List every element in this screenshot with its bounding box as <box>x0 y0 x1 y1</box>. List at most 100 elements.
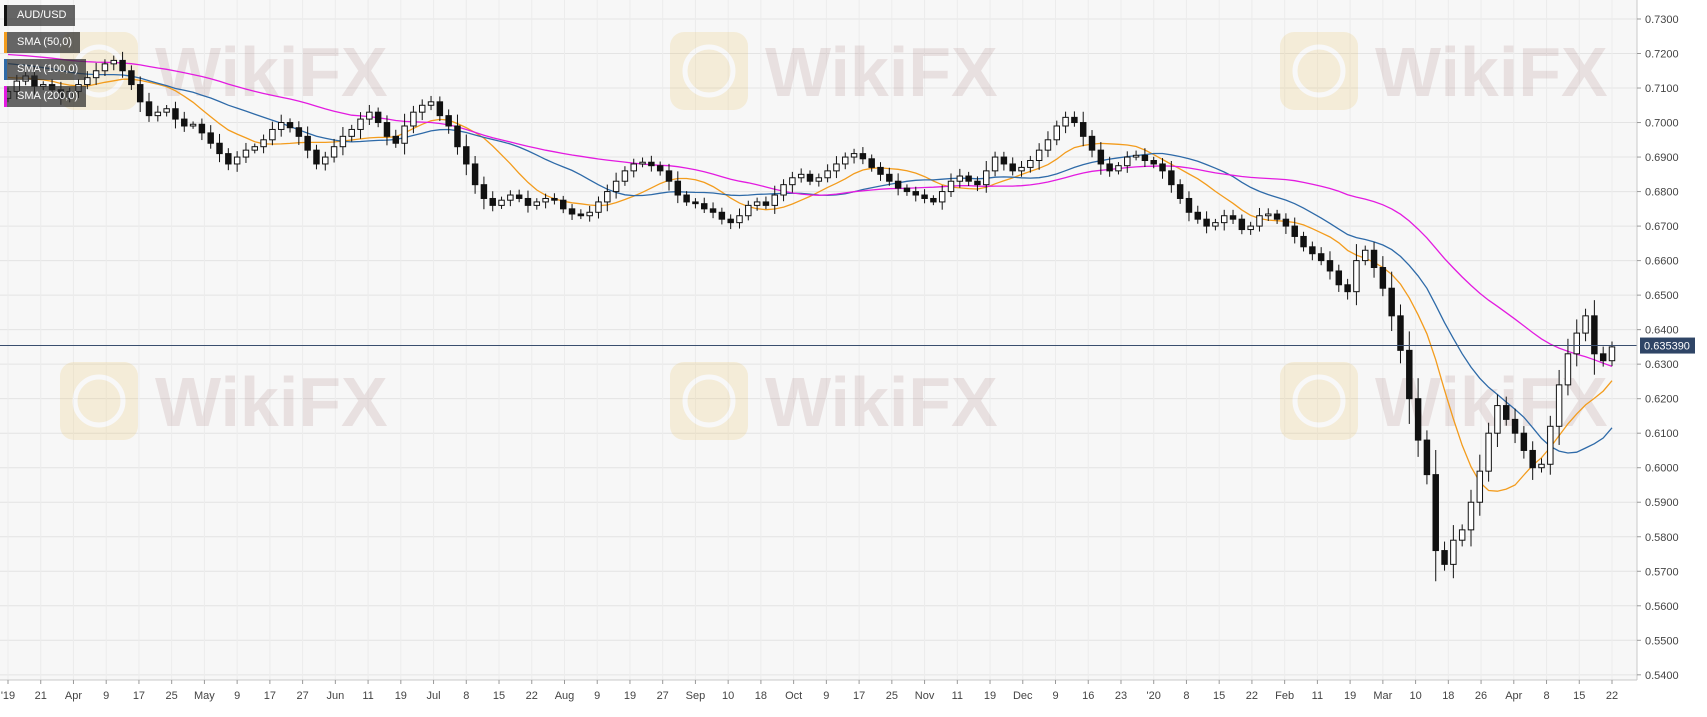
candle-body <box>1582 315 1589 334</box>
candle-body <box>357 118 364 130</box>
candle-body <box>762 201 770 206</box>
time-tick-label: 27 <box>657 690 669 702</box>
candle-body <box>630 163 637 172</box>
time-axis[interactable]: '19 21 Apr 9 17 25 May 9 17 27 Jun 11 19 Jul 8 15 22 Aug 9… <box>1 680 1618 702</box>
time-tick-label: Oct <box>785 690 802 702</box>
legend-sma-100-label: SMA (100,0) <box>7 59 87 80</box>
time-tick-label: 17 <box>264 690 276 702</box>
candle-body <box>1599 353 1607 362</box>
candle-body <box>1141 154 1149 162</box>
candle-body <box>1361 249 1369 262</box>
candle-body <box>322 156 329 165</box>
watermark-logo-icon <box>60 362 138 440</box>
price-tick-label: 0.7000 <box>1645 118 1679 130</box>
price-tick-label: 0.6100 <box>1645 428 1679 440</box>
candle-body <box>339 135 347 148</box>
price-tick-label: 0.5800 <box>1645 532 1679 544</box>
time-tick-label: 15 <box>1213 690 1225 702</box>
watermark-logo-ring <box>1292 44 1346 98</box>
candle-body <box>1159 163 1166 172</box>
candle-body <box>1079 122 1087 137</box>
time-tick-label: May <box>194 690 215 702</box>
candle-body <box>656 165 664 172</box>
time-tick-label: 19 <box>984 690 996 702</box>
candle-body <box>1503 405 1510 420</box>
legend-sma-200-label: SMA (200,0) <box>7 86 87 107</box>
candle-body <box>1353 260 1360 293</box>
candle-body <box>1071 116 1078 124</box>
watermark: WikiFX <box>670 362 998 441</box>
watermark-logo-ring <box>72 374 126 428</box>
time-tick-label: 15 <box>493 690 505 702</box>
candle-body <box>868 158 875 168</box>
candle-body <box>1273 213 1281 220</box>
candle-body <box>912 191 919 196</box>
price-tick-label: 0.6300 <box>1645 359 1679 371</box>
candle-body <box>454 125 461 148</box>
candle-body <box>1168 170 1175 186</box>
time-tick-label: 9 <box>1052 690 1058 702</box>
candle-body <box>198 123 206 134</box>
price-tick-label: 0.7200 <box>1645 49 1679 61</box>
candle-body <box>304 135 311 151</box>
candle-body <box>815 177 823 182</box>
watermark: WikiFX <box>60 362 388 441</box>
legend-sma-100[interactable]: SMA (100,0) <box>4 59 87 80</box>
candle-body <box>136 84 144 103</box>
candle-body <box>1291 225 1298 237</box>
candle-body <box>189 123 197 127</box>
legend-sma-50[interactable]: SMA (50,0) <box>4 32 86 53</box>
candle-body <box>313 149 320 165</box>
time-tick-label: 17 <box>133 690 145 702</box>
legend-symbol[interactable]: AUD/USD <box>4 5 86 26</box>
time-tick-label: Nov <box>915 690 935 702</box>
watermark-logo-icon <box>1280 362 1358 440</box>
candle-body <box>1203 218 1210 227</box>
legend-sma-200[interactable]: SMA (200,0) <box>4 86 87 107</box>
time-tick-label: Aug <box>555 690 575 702</box>
legend-sma-200-swatch <box>4 86 7 107</box>
candle-body <box>983 170 990 186</box>
candle-body <box>1450 539 1457 565</box>
sma-lines <box>7 53 1613 492</box>
candle-body <box>1344 284 1351 293</box>
candle-body <box>92 70 100 79</box>
candle-body <box>1476 470 1484 503</box>
candle-body <box>145 101 153 117</box>
candle-body <box>286 122 294 129</box>
legend-sma-100-swatch <box>4 59 7 80</box>
candle-body <box>894 180 902 189</box>
legend-symbol-swatch <box>4 5 7 26</box>
candle-body <box>471 163 479 186</box>
candle-body <box>753 201 761 206</box>
candle-body <box>965 175 972 182</box>
candle-body <box>1176 184 1184 199</box>
candle-body <box>727 218 734 224</box>
time-tick-label: 11 <box>362 690 373 702</box>
candle-body <box>1529 449 1536 469</box>
price-tick-label: 0.7100 <box>1645 83 1679 95</box>
price-tick-label: 0.7300 <box>1645 14 1679 26</box>
candle-body <box>780 184 787 196</box>
candle-body <box>533 201 541 206</box>
candle-body <box>1194 211 1202 220</box>
candle-body <box>542 197 549 203</box>
candle-body <box>947 180 955 193</box>
time-tick-label: 18 <box>755 690 767 702</box>
time-tick-label: 21 <box>35 690 47 702</box>
candle-body <box>859 153 867 160</box>
candle-body <box>401 125 408 144</box>
candle-body <box>648 161 655 167</box>
candle-body <box>154 111 162 117</box>
time-tick-label: 9 <box>103 690 109 702</box>
candle-body <box>1388 287 1395 317</box>
time-tick-label: 8 <box>1543 690 1549 702</box>
time-tick-label: Apr <box>1505 690 1522 702</box>
candle-body <box>489 197 496 206</box>
candle-body <box>1485 432 1492 472</box>
legend-sma-50-swatch <box>4 32 7 53</box>
price-axis[interactable]: 0.7300 0.7200 0.7100 0.7000 0.6900 0.6800 0.67… <box>1637 14 1679 682</box>
candle-body <box>119 59 126 72</box>
